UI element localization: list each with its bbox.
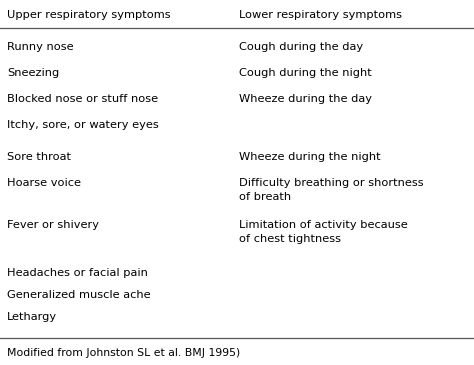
Text: Cough during the day: Cough during the day [239,42,364,52]
Text: Cough during the night: Cough during the night [239,68,372,78]
Text: Fever or shivery: Fever or shivery [7,220,99,230]
Text: Difficulty breathing or shortness
of breath: Difficulty breathing or shortness of bre… [239,178,424,202]
Text: Sore throat: Sore throat [7,152,71,162]
Text: Lower respiratory symptoms: Lower respiratory symptoms [239,10,402,20]
Text: Wheeze during the night: Wheeze during the night [239,152,381,162]
Text: Hoarse voice: Hoarse voice [7,178,81,188]
Text: Blocked nose or stuff nose: Blocked nose or stuff nose [7,94,158,104]
Text: Modified from Johnston SL et al. BMJ 1995): Modified from Johnston SL et al. BMJ 199… [7,348,240,358]
Text: Limitation of activity because
of chest tightness: Limitation of activity because of chest … [239,220,408,244]
Text: Runny nose: Runny nose [7,42,74,52]
Text: Itchy, sore, or watery eyes: Itchy, sore, or watery eyes [7,120,159,130]
Text: Wheeze during the day: Wheeze during the day [239,94,373,104]
Text: Sneezing: Sneezing [7,68,59,78]
Text: Upper respiratory symptoms: Upper respiratory symptoms [7,10,171,20]
Text: Generalized muscle ache: Generalized muscle ache [7,290,151,300]
Text: Headaches or facial pain: Headaches or facial pain [7,268,148,278]
Text: Lethargy: Lethargy [7,312,57,322]
